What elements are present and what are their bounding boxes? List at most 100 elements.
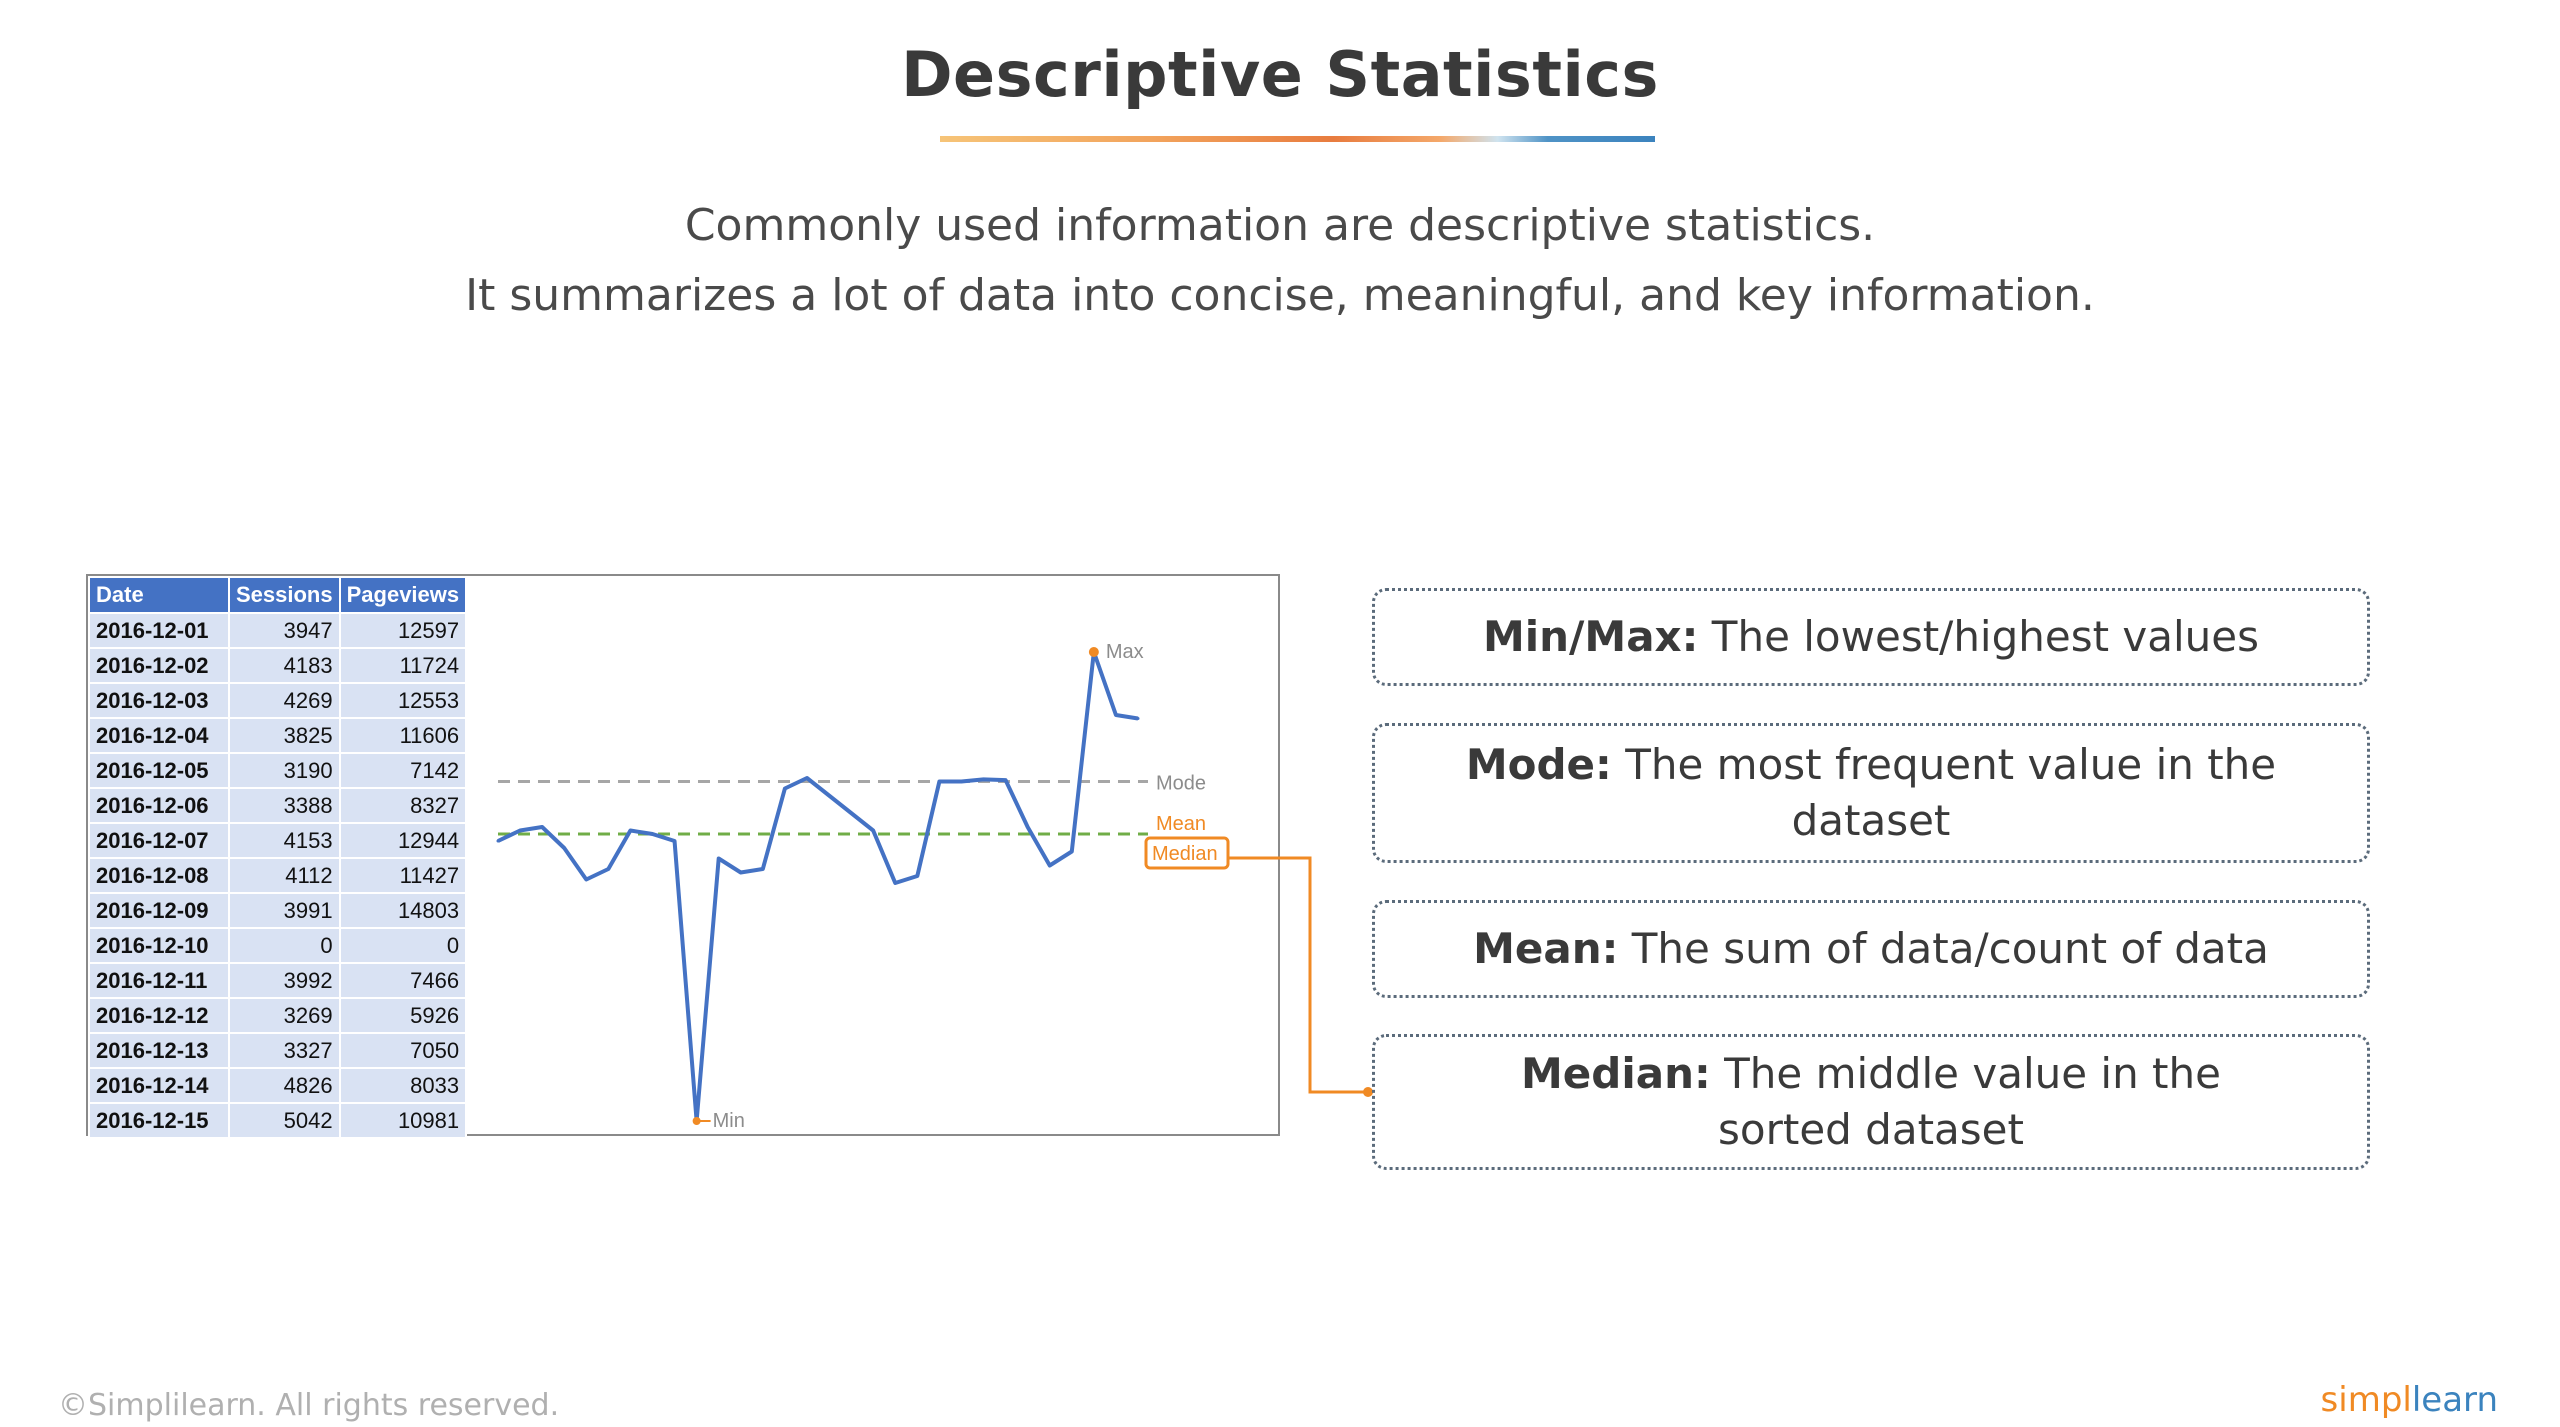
data-point <box>805 776 809 780</box>
cell-pageviews: 0 <box>338 927 468 964</box>
median-label-box <box>1144 836 1230 870</box>
median-connector-line <box>1228 856 1368 1094</box>
table-row: 2016-12-02 4183 11724 <box>88 647 468 684</box>
card-mean: Mean: The sum of data/count of data <box>1372 900 2370 998</box>
cell-sessions: 4826 <box>228 1067 341 1104</box>
data-point <box>739 871 743 874</box>
card-mean-desc: The sum of data/count of data <box>1631 924 2269 973</box>
data-point <box>1070 850 1074 853</box>
column-header-date: Date <box>88 576 230 614</box>
table-row: 2016-12-05 3190 7142 <box>88 752 468 789</box>
cell-date: 2016-12-06 <box>88 787 230 824</box>
card-min-max: Min/Max: The lowest/highest values <box>1372 588 2370 686</box>
data-point <box>1114 713 1118 717</box>
data-table: Date Sessions Pageviews 2016-12-01 3947 12… <box>88 576 468 1139</box>
table-row: 2016-12-15 5042 10981 <box>88 1102 468 1139</box>
table-row: 2016-12-09 3991 14803 <box>88 892 468 929</box>
card-median-desc: The middle value in the sorted dataset <box>1718 1049 2221 1154</box>
cell-sessions: 3327 <box>228 1032 341 1069</box>
data-point <box>518 829 522 832</box>
cell-pageviews: 11606 <box>338 717 468 754</box>
data-point <box>540 825 544 829</box>
table-row: 2016-12-13 3327 7050 <box>88 1032 468 1069</box>
cell-date: 2016-12-13 <box>88 1032 230 1069</box>
data-point <box>496 839 500 843</box>
cell-sessions: 3388 <box>228 787 341 824</box>
card-mode-term: Mode: <box>1465 740 1612 789</box>
cell-date: 2016-12-02 <box>88 647 230 684</box>
cell-pageviews: 7050 <box>338 1032 468 1069</box>
card-median-term: Median: <box>1520 1049 1711 1098</box>
table-body: 2016-12-01 3947 12597 2016-12-02 4183 11724 20… <box>88 612 468 1139</box>
title-underline <box>940 136 1655 142</box>
copyright-text: ©Simplilearn. All rights reserved. <box>58 1388 560 1423</box>
cell-sessions: 4183 <box>228 647 341 684</box>
cell-date: 2016-12-08 <box>88 857 230 894</box>
min-label: Min <box>713 1110 745 1132</box>
cell-date: 2016-12-01 <box>88 612 230 649</box>
data-point <box>959 780 963 783</box>
cell-date: 2016-12-11 <box>88 962 230 999</box>
cell-date: 2016-12-07 <box>88 822 230 859</box>
cell-sessions: 3992 <box>228 962 341 999</box>
data-point <box>1004 778 1008 782</box>
cell-date: 2016-12-05 <box>88 752 230 789</box>
logo-part-1: simpl <box>2320 1380 2412 1420</box>
card-mean-term: Mean: <box>1473 924 1619 973</box>
cell-pageviews: 14803 <box>338 892 468 929</box>
card-mode-desc: The most frequent value in the dataset <box>1625 740 2277 845</box>
data-point <box>1026 825 1030 829</box>
card-mode: Mode: The most frequent value in the dat… <box>1372 723 2370 863</box>
table-row: 2016-12-07 4153 12944 <box>88 822 468 859</box>
cell-pageviews: 12597 <box>338 612 468 649</box>
series-line <box>497 650 1139 1123</box>
cell-sessions: 4112 <box>228 857 341 894</box>
cell-sessions: 0 <box>228 927 341 964</box>
data-point <box>783 787 787 790</box>
table-row: 2016-12-01 3947 12597 <box>88 612 468 649</box>
data-point <box>562 846 566 850</box>
logo-part-2: learn <box>2411 1380 2498 1420</box>
data-point <box>827 794 831 797</box>
cell-date: 2016-12-09 <box>88 892 230 929</box>
data-point <box>915 874 919 878</box>
mode-label: Mode <box>1156 773 1206 795</box>
data-point <box>584 878 588 881</box>
table-row: 2016-12-11 3992 7466 <box>88 962 468 999</box>
slide-title: Descriptive Statistics <box>901 38 1659 111</box>
column-header-sessions: Sessions <box>228 576 341 614</box>
data-point <box>1048 864 1052 867</box>
table-row: 2016-12-08 4112 11427 <box>88 857 468 894</box>
mean-label: Mean <box>1156 813 1206 835</box>
max-label: Max <box>1106 641 1144 663</box>
median-label: Median <box>1152 843 1218 865</box>
cell-sessions: 3947 <box>228 612 341 649</box>
data-point <box>606 867 610 871</box>
cell-date: 2016-12-10 <box>88 927 230 964</box>
cell-sessions: 3991 <box>228 892 341 929</box>
cell-pageviews: 8033 <box>338 1067 468 1104</box>
cell-pageviews: 7466 <box>338 962 468 999</box>
spreadsheet-chart-panel: Date Sessions Pageviews 2016-12-01 3947 12… <box>86 574 1280 1139</box>
table-row: 2016-12-12 3269 5926 <box>88 997 468 1034</box>
subtitle-line-2: It summarizes a lot of data into concise… <box>465 270 2095 321</box>
cell-sessions: 3190 <box>228 752 341 789</box>
cell-date: 2016-12-03 <box>88 682 230 719</box>
cell-pageviews: 11724 <box>338 647 468 684</box>
cell-sessions: 3269 <box>228 997 341 1034</box>
table-row: 2016-12-10 0 0 <box>88 927 468 964</box>
cell-date: 2016-12-15 <box>88 1102 230 1139</box>
table-header-row: Date Sessions Pageviews <box>88 576 468 614</box>
cell-date: 2016-12-14 <box>88 1067 230 1104</box>
data-point <box>982 777 986 781</box>
data-point <box>761 867 765 871</box>
table-row: 2016-12-03 4269 12553 <box>88 682 468 719</box>
subtitle-line-1: Commonly used information are descriptiv… <box>684 200 1876 251</box>
data-point <box>650 832 654 836</box>
cell-sessions: 3825 <box>228 717 341 754</box>
cell-pageviews: 10981 <box>338 1102 468 1139</box>
data-point <box>717 857 721 860</box>
cell-date: 2016-12-04 <box>88 717 230 754</box>
table-row: 2016-12-06 3388 8327 <box>88 787 468 824</box>
